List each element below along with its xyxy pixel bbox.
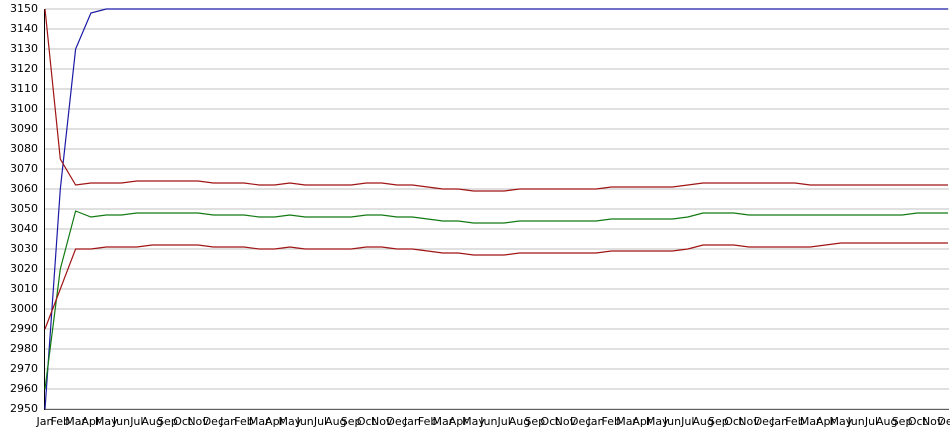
x-tick-label: Aug [141, 415, 162, 428]
y-tick-label: 2990 [10, 322, 38, 335]
x-tick-label: Feb [234, 415, 253, 428]
x-tick-label: Mar [249, 415, 270, 428]
x-tick-label: Jul [129, 415, 143, 428]
series-line [44, 242, 948, 330]
x-tick-label: May [462, 415, 485, 428]
x-tick-label: Feb [51, 415, 70, 428]
x-tick-label: Apr [632, 415, 652, 428]
x-tick-label: Jan [586, 415, 604, 428]
x-tick-label: Mar [65, 415, 86, 428]
x-tick-label: Jun [847, 415, 865, 428]
x-tick-label: Feb [418, 415, 437, 428]
x-tick-label: Jan [36, 415, 54, 428]
x-tick-label: Sep [157, 415, 178, 428]
x-tick-label: Jan [403, 415, 421, 428]
x-tick-label: Jan [219, 415, 237, 428]
x-tick-label: May [829, 415, 852, 428]
x-tick-label: Mar [616, 415, 637, 428]
x-tick-label: Jun [296, 415, 314, 428]
y-tick-label: 2960 [10, 382, 38, 395]
x-tick-label: Oct [541, 415, 561, 428]
series-line [44, 8, 948, 192]
y-tick-label: 3130 [10, 42, 38, 55]
x-tick-label: Dec [754, 415, 775, 428]
y-tick-label: 3020 [10, 262, 38, 275]
y-tick-label: 3110 [10, 82, 38, 95]
x-tick-label: Sep [341, 415, 362, 428]
x-tick-label: Sep [708, 415, 729, 428]
x-tick-label: Apr [81, 415, 101, 428]
y-tick-label: 2980 [10, 342, 38, 355]
x-tick-label: Dec [570, 415, 591, 428]
x-tick-label: Dec [203, 415, 224, 428]
x-tick-label: Jul [313, 415, 327, 428]
x-tick-label: Aug [692, 415, 713, 428]
x-tick-label: May [95, 415, 118, 428]
y-tick-label: 3140 [10, 22, 38, 35]
y-tick-label: 2970 [10, 362, 38, 375]
x-tick-label: Apr [449, 415, 469, 428]
y-tick-label: 2950 [10, 402, 38, 415]
x-tick-label: Jun [112, 415, 130, 428]
y-tick-label: 3040 [10, 222, 38, 235]
y-tick-label: 3100 [10, 102, 38, 115]
y-tick-label: 3070 [10, 162, 38, 175]
x-tick-label: Oct [908, 415, 928, 428]
x-tick-label: Apr [265, 415, 285, 428]
x-tick-label: Jun [479, 415, 497, 428]
x-tick-label: Oct [173, 415, 193, 428]
x-tick-label: Nov [738, 415, 760, 428]
x-tick-label: May [279, 415, 302, 428]
x-tick-label: Aug [509, 415, 530, 428]
x-tick-label: Jul [680, 415, 694, 428]
y-tick-label: 3150 [10, 2, 38, 15]
x-tick-label: Apr [816, 415, 836, 428]
y-tick-label: 3060 [10, 182, 38, 195]
y-tick-label: 3050 [10, 202, 38, 215]
x-tick-label: Jul [497, 415, 511, 428]
grid [45, 8, 949, 410]
y-tick-label: 3000 [10, 302, 38, 315]
x-tick-label: Feb [602, 415, 621, 428]
x-tick-label: Aug [325, 415, 346, 428]
x-tick-label: Mar [433, 415, 454, 428]
series-line [44, 210, 948, 390]
y-tick-label: 3120 [10, 62, 38, 75]
series-line [44, 8, 948, 410]
x-tick-label: May [646, 415, 669, 428]
x-tick-label: Oct [357, 415, 377, 428]
x-tick-label: Jan [770, 415, 788, 428]
x-tick-label: Nov [555, 415, 577, 428]
x-tick-label: Nov [371, 415, 393, 428]
x-tick-label: Nov [922, 415, 944, 428]
x-tick-label: Nov [187, 415, 209, 428]
x-tick-label: Dec [937, 415, 950, 428]
x-tick-label: Oct [724, 415, 744, 428]
x-tick-label: Jun [663, 415, 681, 428]
x-tick-label: Dec [386, 415, 407, 428]
x-tick-label: Mar [800, 415, 821, 428]
x-tick-label: Aug [876, 415, 897, 428]
y-tick-label: 3080 [10, 142, 38, 155]
y-tick-label: 3090 [10, 122, 38, 135]
x-tick-label: Sep [892, 415, 913, 428]
y-tick-label: 3030 [10, 242, 38, 255]
x-tick-label: Feb [785, 415, 804, 428]
y-tick-label: 3010 [10, 282, 38, 295]
x-tick-label: Jul [864, 415, 878, 428]
x-tick-label: Sep [524, 415, 545, 428]
